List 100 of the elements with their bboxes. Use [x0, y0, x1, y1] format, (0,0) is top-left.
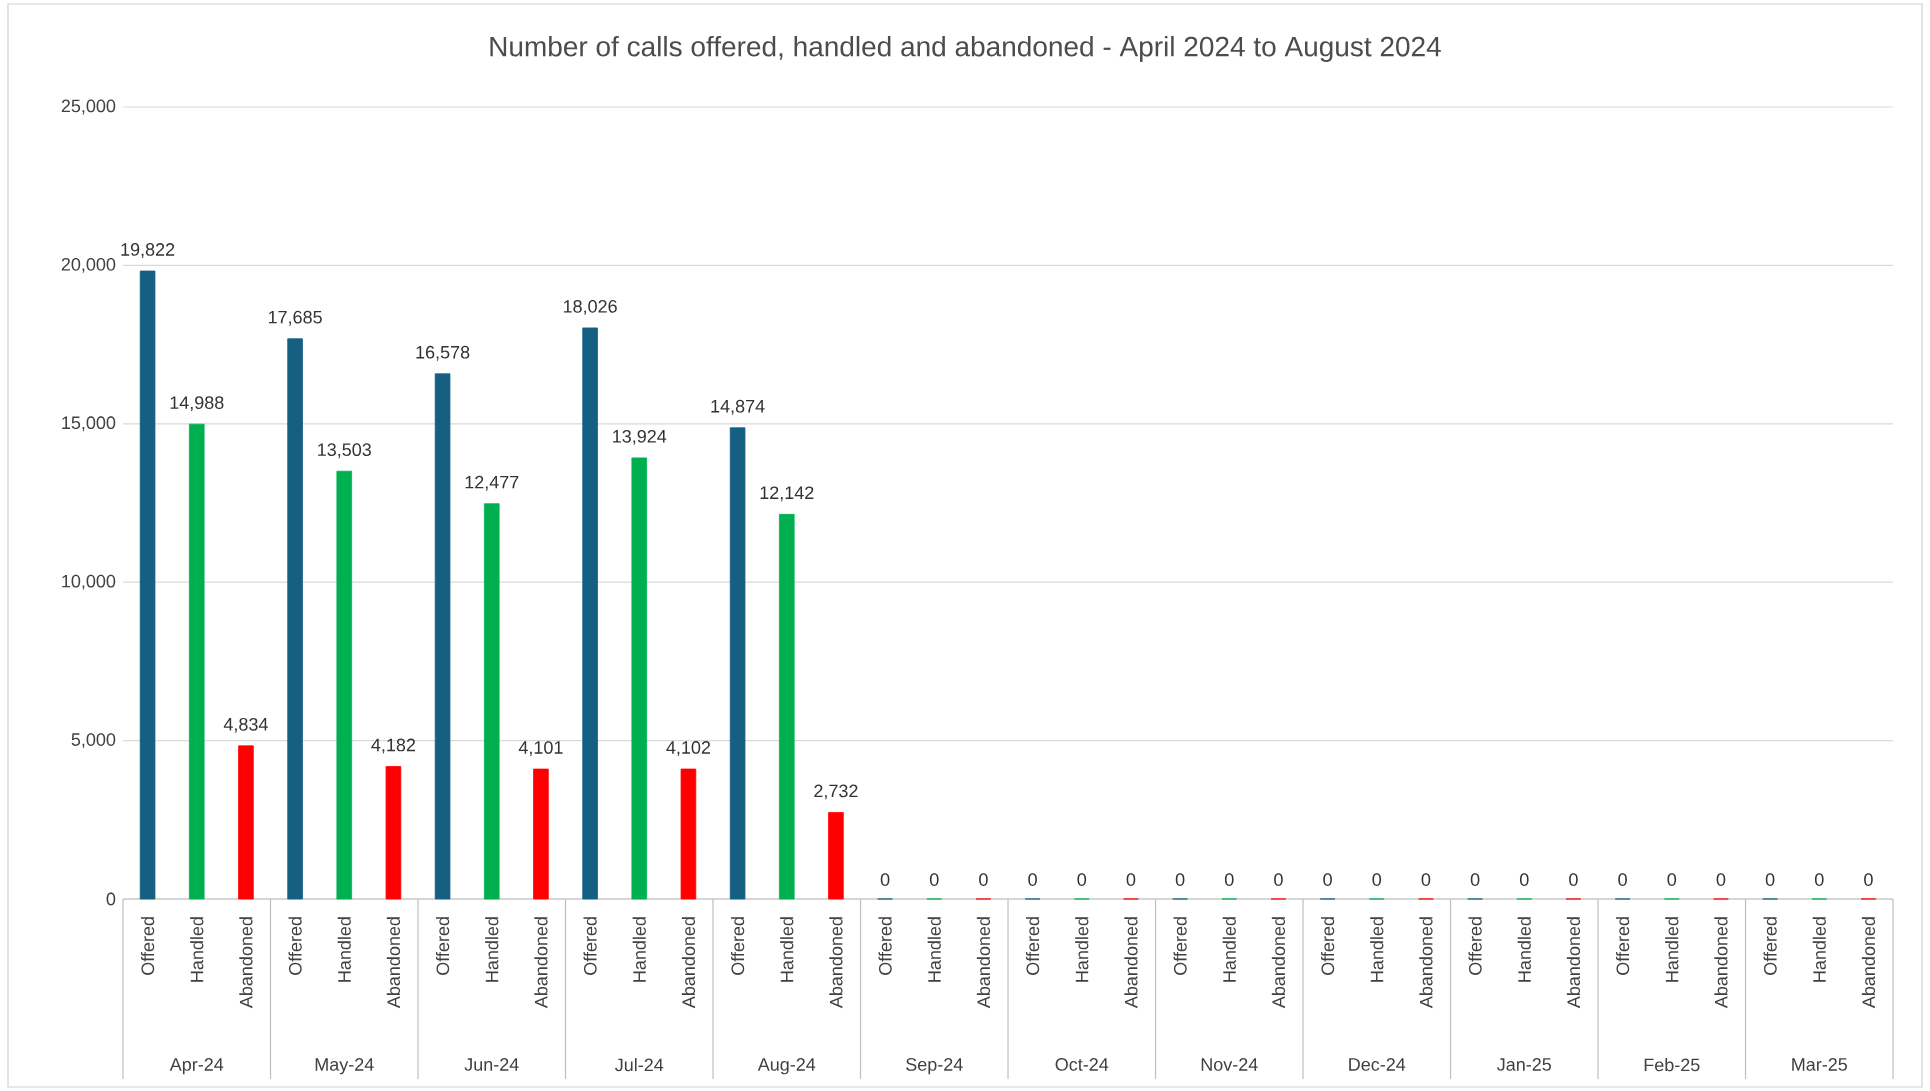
y-tick-label: 15,000: [62, 416, 116, 432]
bar: [188, 423, 205, 900]
data-label: 0: [929, 873, 939, 886]
data-label: 4,101: [518, 741, 563, 756]
text: Offered: [140, 917, 155, 975]
data-label: 0: [1175, 873, 1185, 886]
text: Handled: [1222, 917, 1236, 982]
bar: [828, 812, 844, 900]
data-label: 4,182: [371, 738, 416, 754]
x-tick-label: Jun-24: [464, 1058, 519, 1071]
text: Abandoned: [1714, 917, 1728, 1009]
data-label: 13,924: [613, 429, 667, 445]
bar: [238, 745, 254, 900]
text: Abandoned: [1419, 917, 1433, 1009]
text: Handled: [1370, 917, 1384, 982]
bar: [533, 768, 549, 900]
bar: [287, 338, 303, 900]
y-tick-label: 10,000: [62, 574, 116, 590]
data-label: 0: [1814, 873, 1824, 886]
bar: [139, 270, 156, 900]
x-tick-label: Mar-25: [1792, 1058, 1848, 1071]
data-label: 4,834: [223, 717, 268, 733]
data-label: 19,822: [121, 243, 175, 258]
data-label: 0: [1765, 873, 1775, 886]
text: Handled: [337, 917, 351, 982]
bar: [385, 766, 402, 900]
bar: [729, 427, 746, 900]
data-label: 0: [880, 873, 890, 886]
bar: [778, 513, 795, 900]
chart-title: Number of calls offered, handled and abandoned - April 2024 to August 2024: [490, 35, 1441, 63]
x-tick-label: Oct-24: [1055, 1058, 1109, 1071]
bar: [582, 327, 598, 900]
text: Handled: [632, 917, 646, 982]
data-label: 0: [1618, 873, 1627, 886]
data-label: 2,732: [814, 784, 858, 800]
y-tick-label: 5,000: [71, 733, 116, 749]
x-tick-label: May-24: [315, 1058, 374, 1075]
x-tick-label: Nov-24: [1201, 1058, 1258, 1071]
text: Handled: [1075, 917, 1089, 982]
data-label: 12,142: [760, 486, 814, 502]
text: Handled: [1812, 917, 1826, 982]
bar: [336, 470, 353, 900]
text: Offered: [435, 917, 450, 975]
data-label: 4,102: [666, 741, 711, 756]
text: Offered: [1173, 917, 1187, 975]
text: Offered: [1615, 917, 1630, 975]
y-tick-label: 0: [106, 892, 116, 906]
data-label: 14,988: [170, 396, 224, 412]
data-label: 17,685: [268, 310, 322, 326]
data-label: 0: [1421, 873, 1431, 886]
text: Offered: [1468, 917, 1482, 975]
text: Offered: [1763, 917, 1777, 975]
data-label: 0: [1126, 873, 1136, 886]
data-label: 14,874: [711, 399, 765, 415]
x-tick-label: Jan-25: [1497, 1058, 1552, 1071]
text: Offered: [878, 917, 892, 975]
x-tick-label: Dec-24: [1349, 1058, 1406, 1071]
data-label: 0: [1569, 873, 1578, 886]
text: Abandoned: [1566, 917, 1581, 1009]
text: Offered: [730, 917, 745, 975]
bar: [631, 457, 648, 900]
text: Offered: [1025, 917, 1040, 975]
text: Abandoned: [239, 917, 253, 1009]
text: Abandoned: [534, 917, 548, 1009]
data-label: 0: [1716, 873, 1726, 886]
text: Handled: [1517, 917, 1531, 982]
data-label: 0: [1274, 873, 1283, 886]
text: Offered: [288, 917, 302, 975]
text: Handled: [485, 917, 499, 982]
x-tick-label: Aug-24: [757, 1058, 816, 1075]
data-label: 0: [1323, 873, 1332, 886]
text: Abandoned: [1861, 917, 1876, 1009]
text: Abandoned: [386, 917, 401, 1009]
text: Handled: [927, 917, 941, 982]
data-label: 0: [1077, 873, 1087, 886]
data-label: 12,477: [465, 475, 519, 491]
data-label: 0: [1470, 873, 1480, 886]
x-tick-label: Feb-25: [1644, 1058, 1700, 1072]
bar: [434, 373, 451, 900]
text: Abandoned: [829, 917, 843, 1009]
data-label: 16,578: [416, 345, 470, 361]
bar: [680, 768, 697, 900]
y-tick-label: 25,000: [61, 99, 116, 115]
text: Offered: [1320, 917, 1335, 975]
text: Offered: [583, 917, 597, 975]
data-label: 18,026: [563, 299, 617, 315]
x-tick-label: Sep-24: [906, 1058, 963, 1075]
data-label: 0: [1224, 873, 1234, 886]
x-tick-label: Apr-24: [169, 1058, 224, 1075]
data-label: 0: [1864, 873, 1873, 886]
data-label: 13,503: [318, 443, 371, 459]
data-label: 0: [1667, 873, 1677, 886]
text: Abandoned: [1124, 917, 1138, 1009]
text: Handled: [190, 917, 204, 982]
bar: [483, 503, 500, 900]
y-tick-label: 20,000: [61, 257, 116, 273]
text: Abandoned: [1271, 917, 1286, 1009]
data-label: 0: [1519, 873, 1529, 886]
x-tick-label: Jul-24: [615, 1058, 664, 1072]
text: Handled: [780, 917, 794, 982]
